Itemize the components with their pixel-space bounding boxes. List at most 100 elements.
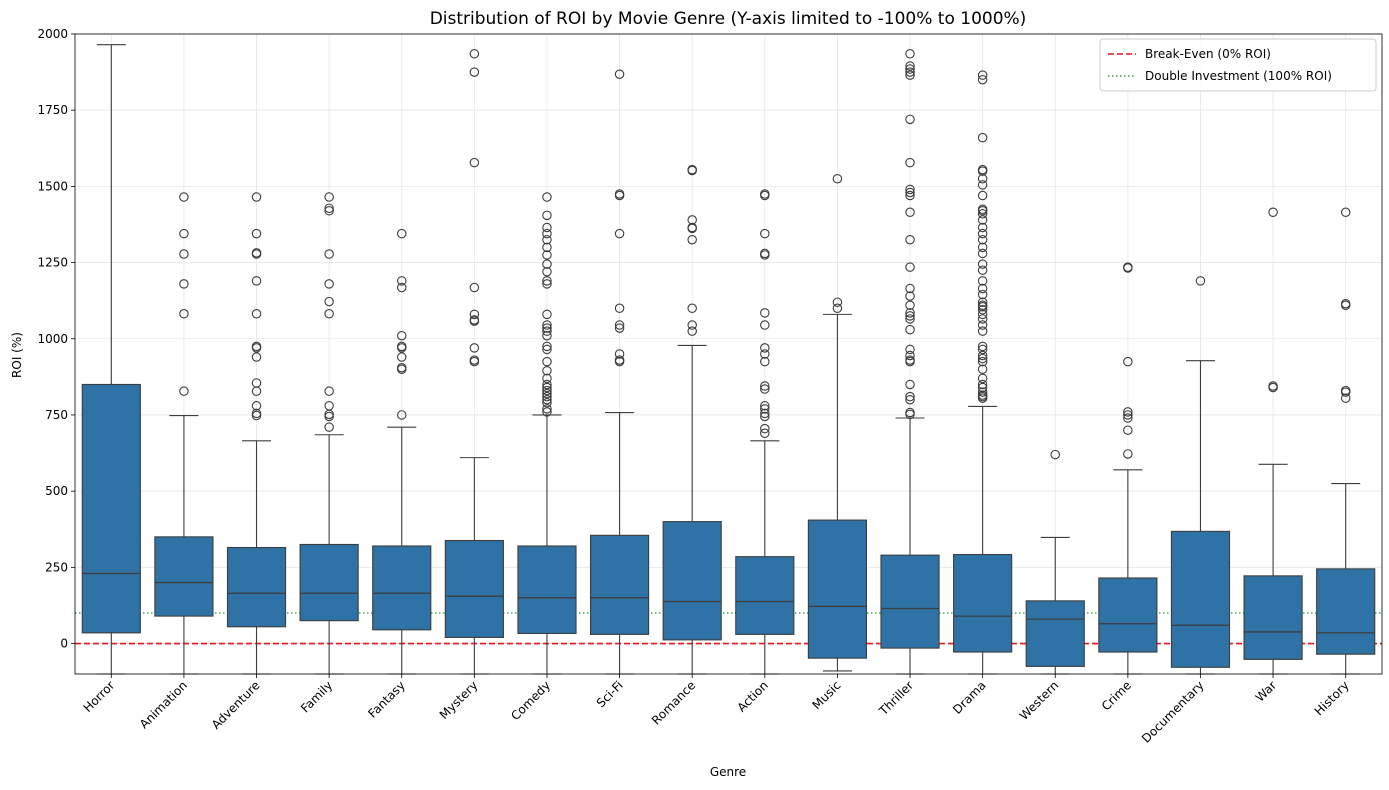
outlier-point xyxy=(1340,385,1351,396)
iqr-box xyxy=(444,539,504,638)
outlier-point xyxy=(614,69,625,79)
outlier-point xyxy=(760,411,770,422)
outlier-point xyxy=(542,356,552,367)
outlier-point xyxy=(977,222,988,233)
outlier-point xyxy=(905,190,915,201)
outlier-point xyxy=(542,266,552,277)
outlier-point xyxy=(179,279,189,289)
outlier-point xyxy=(977,341,988,352)
outlier-point xyxy=(977,180,988,190)
outlier-point xyxy=(687,215,697,225)
outlier-point xyxy=(542,388,552,399)
box-war xyxy=(1243,207,1303,675)
legend-frame xyxy=(1099,38,1377,92)
box-animation xyxy=(154,192,214,675)
outlier-point xyxy=(1340,207,1351,218)
outlier-point xyxy=(614,323,625,333)
outlier-point xyxy=(469,157,480,168)
outlier-point xyxy=(396,330,407,341)
outlier-point xyxy=(760,401,770,411)
x-tick-label: Western xyxy=(1017,678,1062,723)
x-tick-label: Horror xyxy=(81,678,118,715)
iqr-box xyxy=(1170,530,1231,668)
outlier-point xyxy=(542,373,552,384)
outlier-point xyxy=(977,70,988,80)
y-tick-label: 1000 xyxy=(37,332,68,346)
iqr-box xyxy=(299,543,359,622)
outlier-point xyxy=(977,382,988,393)
outlier-point xyxy=(542,228,552,239)
box-horror xyxy=(81,44,141,675)
outlier-point xyxy=(977,190,988,201)
outlier-point xyxy=(542,379,552,390)
outlier-point xyxy=(905,350,915,361)
outlier-point xyxy=(469,67,480,77)
outlier-point xyxy=(251,352,262,362)
outlier-point xyxy=(977,74,988,85)
outlier-point xyxy=(760,404,770,414)
outlier-point xyxy=(905,311,915,321)
outlier-point xyxy=(977,209,988,219)
x-axis-label: Genre xyxy=(710,765,746,779)
outlier-point xyxy=(1195,276,1206,286)
outlier-point xyxy=(396,362,407,373)
outlier-point xyxy=(760,423,770,434)
outlier-point xyxy=(905,324,915,335)
outlier-point xyxy=(977,320,988,330)
outlier-point xyxy=(905,207,915,218)
outlier-point xyxy=(542,234,552,245)
outlier-point xyxy=(977,373,988,384)
x-tick-label: Sci-Fi xyxy=(594,678,626,710)
outlier-point xyxy=(542,330,552,341)
outlier-point xyxy=(324,422,334,432)
legend-label: Double Investment (100% ROI) xyxy=(1145,69,1332,83)
iqr-box xyxy=(1316,568,1376,655)
outlier-point xyxy=(1268,381,1278,391)
outlier-point xyxy=(542,323,552,333)
outlier-point xyxy=(977,283,988,294)
outlier-point xyxy=(324,401,334,411)
outlier-point xyxy=(977,356,988,367)
outlier-point xyxy=(977,276,988,286)
outlier-point xyxy=(179,386,189,396)
outlier-point xyxy=(905,70,915,80)
outlier-point xyxy=(1123,410,1133,420)
outlier-point xyxy=(469,49,480,59)
y-tick-label: 1500 xyxy=(37,179,68,193)
outlier-point xyxy=(614,228,625,239)
outlier-point xyxy=(977,309,988,320)
outlier-point xyxy=(1340,298,1351,309)
outlier-point xyxy=(251,276,262,286)
outlier-point xyxy=(760,343,770,353)
iqr-box xyxy=(226,546,287,628)
outlier-point xyxy=(832,174,843,184)
outlier-point xyxy=(977,289,988,300)
iqr-box xyxy=(81,383,141,634)
outlier-point xyxy=(832,303,843,314)
outlier-point xyxy=(251,378,262,388)
outlier-point xyxy=(977,390,988,400)
outlier-point xyxy=(542,344,552,355)
outlier-point xyxy=(542,341,552,352)
iqr-box xyxy=(589,534,650,635)
box-comedy xyxy=(517,192,577,675)
outlier-point xyxy=(905,49,915,59)
outlier-point xyxy=(760,349,770,359)
outlier-point xyxy=(977,248,988,259)
outlier-point xyxy=(1123,413,1133,423)
outlier-point xyxy=(977,387,988,397)
outlier-point xyxy=(324,206,334,216)
outlier-point xyxy=(1268,207,1278,218)
box-adventure xyxy=(226,192,287,675)
outlier-point xyxy=(542,242,552,253)
outlier-point xyxy=(1050,449,1061,460)
outlier-point xyxy=(614,355,625,365)
outlier-point xyxy=(977,300,988,310)
outlier-point xyxy=(1123,407,1133,417)
outlier-point xyxy=(905,234,915,245)
outlier-point xyxy=(324,279,334,289)
x-tick-label: Music xyxy=(809,678,843,712)
outlier-point xyxy=(977,364,988,374)
outlier-point xyxy=(469,282,480,293)
